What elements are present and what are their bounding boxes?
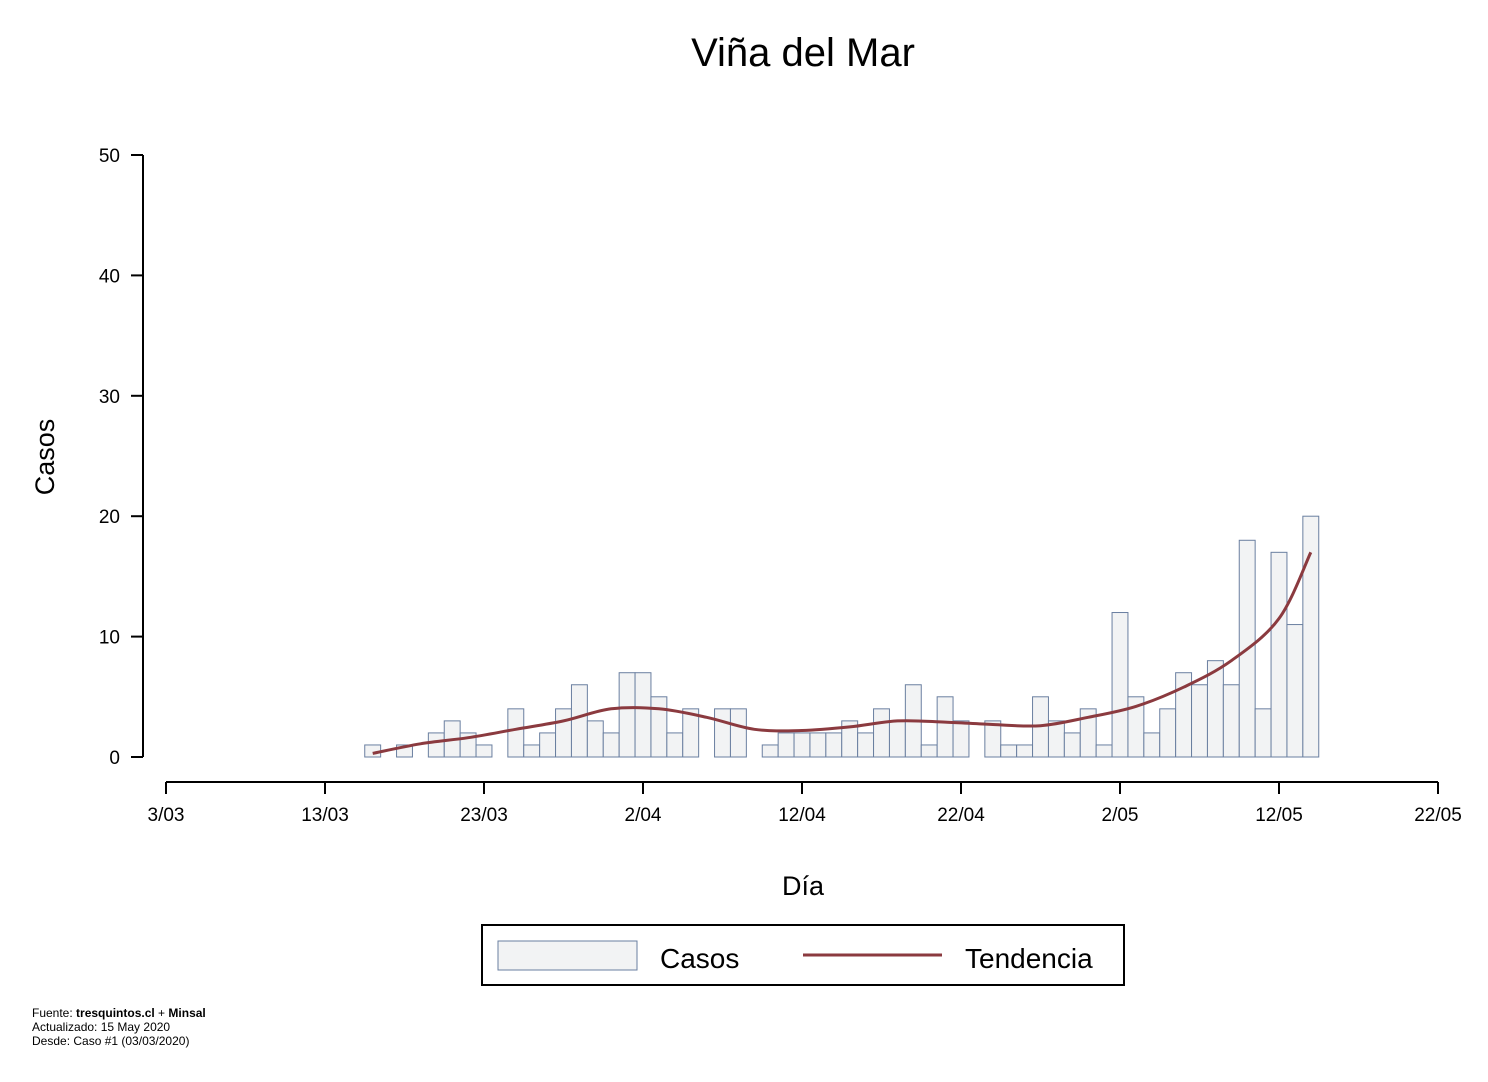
bar [602, 732, 620, 758]
bar [777, 732, 795, 758]
bar [507, 708, 525, 758]
x-tick-label: 22/05 [1414, 805, 1462, 826]
bar [1016, 744, 1034, 758]
x-tick-label: 2/05 [1102, 805, 1139, 826]
bar [1191, 684, 1208, 758]
legend-swatch-casos [497, 940, 638, 971]
x-axis-label: Día [782, 871, 825, 901]
legend: Casos Tendencia [481, 924, 1125, 986]
source-org: Minsal [168, 1006, 206, 1020]
bar [714, 708, 731, 758]
bar [650, 696, 668, 758]
bar-series [364, 515, 1320, 758]
bar [570, 684, 588, 758]
bar [873, 708, 890, 758]
y-axis-label: Casos [30, 419, 60, 496]
bar [825, 732, 843, 758]
bar [1000, 744, 1018, 758]
x-tick-label: 12/04 [778, 805, 826, 826]
bar [1254, 708, 1272, 758]
y-tick-label: 20 [99, 507, 120, 528]
bar [1143, 732, 1161, 758]
bar [427, 732, 445, 758]
bar [523, 744, 541, 758]
footer-updated: Actualizado: 15 May 2020 [32, 1020, 171, 1034]
bar [634, 672, 652, 758]
bar [920, 744, 938, 758]
bar [761, 744, 779, 758]
y-tick-label: 50 [99, 146, 120, 167]
chart-title: Viña del Mar [691, 31, 915, 75]
bar [1047, 720, 1065, 758]
bar [555, 708, 572, 758]
bar [1302, 515, 1320, 758]
bar [1079, 708, 1097, 758]
bar [618, 672, 636, 758]
x-axis: 3/03 13/03 23/03 2/04 12/04 22/04 2/05 12/05 22/… [148, 781, 1462, 826]
bar [666, 732, 684, 758]
legend-label-casos: Casos [660, 943, 739, 974]
y-tick-label: 10 [99, 628, 120, 649]
x-tick-label: 2/04 [625, 805, 662, 826]
footer-source: Fuente: tresquintos.cl + Minsal [32, 1006, 206, 1020]
bar [936, 696, 954, 758]
x-tick-label: 22/04 [937, 805, 985, 826]
x-tick-label: 23/03 [460, 805, 508, 826]
bar [682, 708, 700, 758]
trend-line [372, 551, 1313, 755]
bar [952, 720, 970, 758]
bar [793, 732, 811, 758]
bar [857, 732, 875, 758]
y-axis: 0 10 20 30 40 50 [99, 146, 144, 769]
x-tick-label: 12/05 [1255, 805, 1303, 826]
y-tick-label: 40 [99, 266, 120, 287]
bar [1159, 708, 1177, 758]
footer-since: Desde: Caso #1 (03/03/2020) [32, 1034, 190, 1048]
y-tick-label: 0 [109, 748, 120, 769]
bar [984, 720, 1002, 758]
legend-label-tendencia: Tendencia [965, 943, 1093, 974]
x-tick-label: 13/03 [301, 805, 349, 826]
y-tick-label: 30 [99, 387, 120, 408]
bar [1063, 732, 1081, 758]
x-tick-label: 3/03 [148, 805, 185, 826]
source-site: tresquintos.cl [76, 1006, 155, 1020]
bar [1127, 696, 1145, 758]
bar [539, 732, 557, 758]
trend-series [372, 551, 1313, 755]
bar [586, 720, 604, 758]
bar [1286, 624, 1304, 758]
bar [1095, 744, 1113, 758]
bar [888, 720, 906, 758]
bar [1111, 612, 1129, 758]
bar [729, 708, 747, 758]
bar [1270, 551, 1288, 758]
footer-notes: Fuente: tresquintos.cl + Minsal Actualiz… [32, 1006, 206, 1048]
bar [1222, 684, 1240, 758]
bar [475, 744, 493, 758]
bar [809, 732, 827, 758]
